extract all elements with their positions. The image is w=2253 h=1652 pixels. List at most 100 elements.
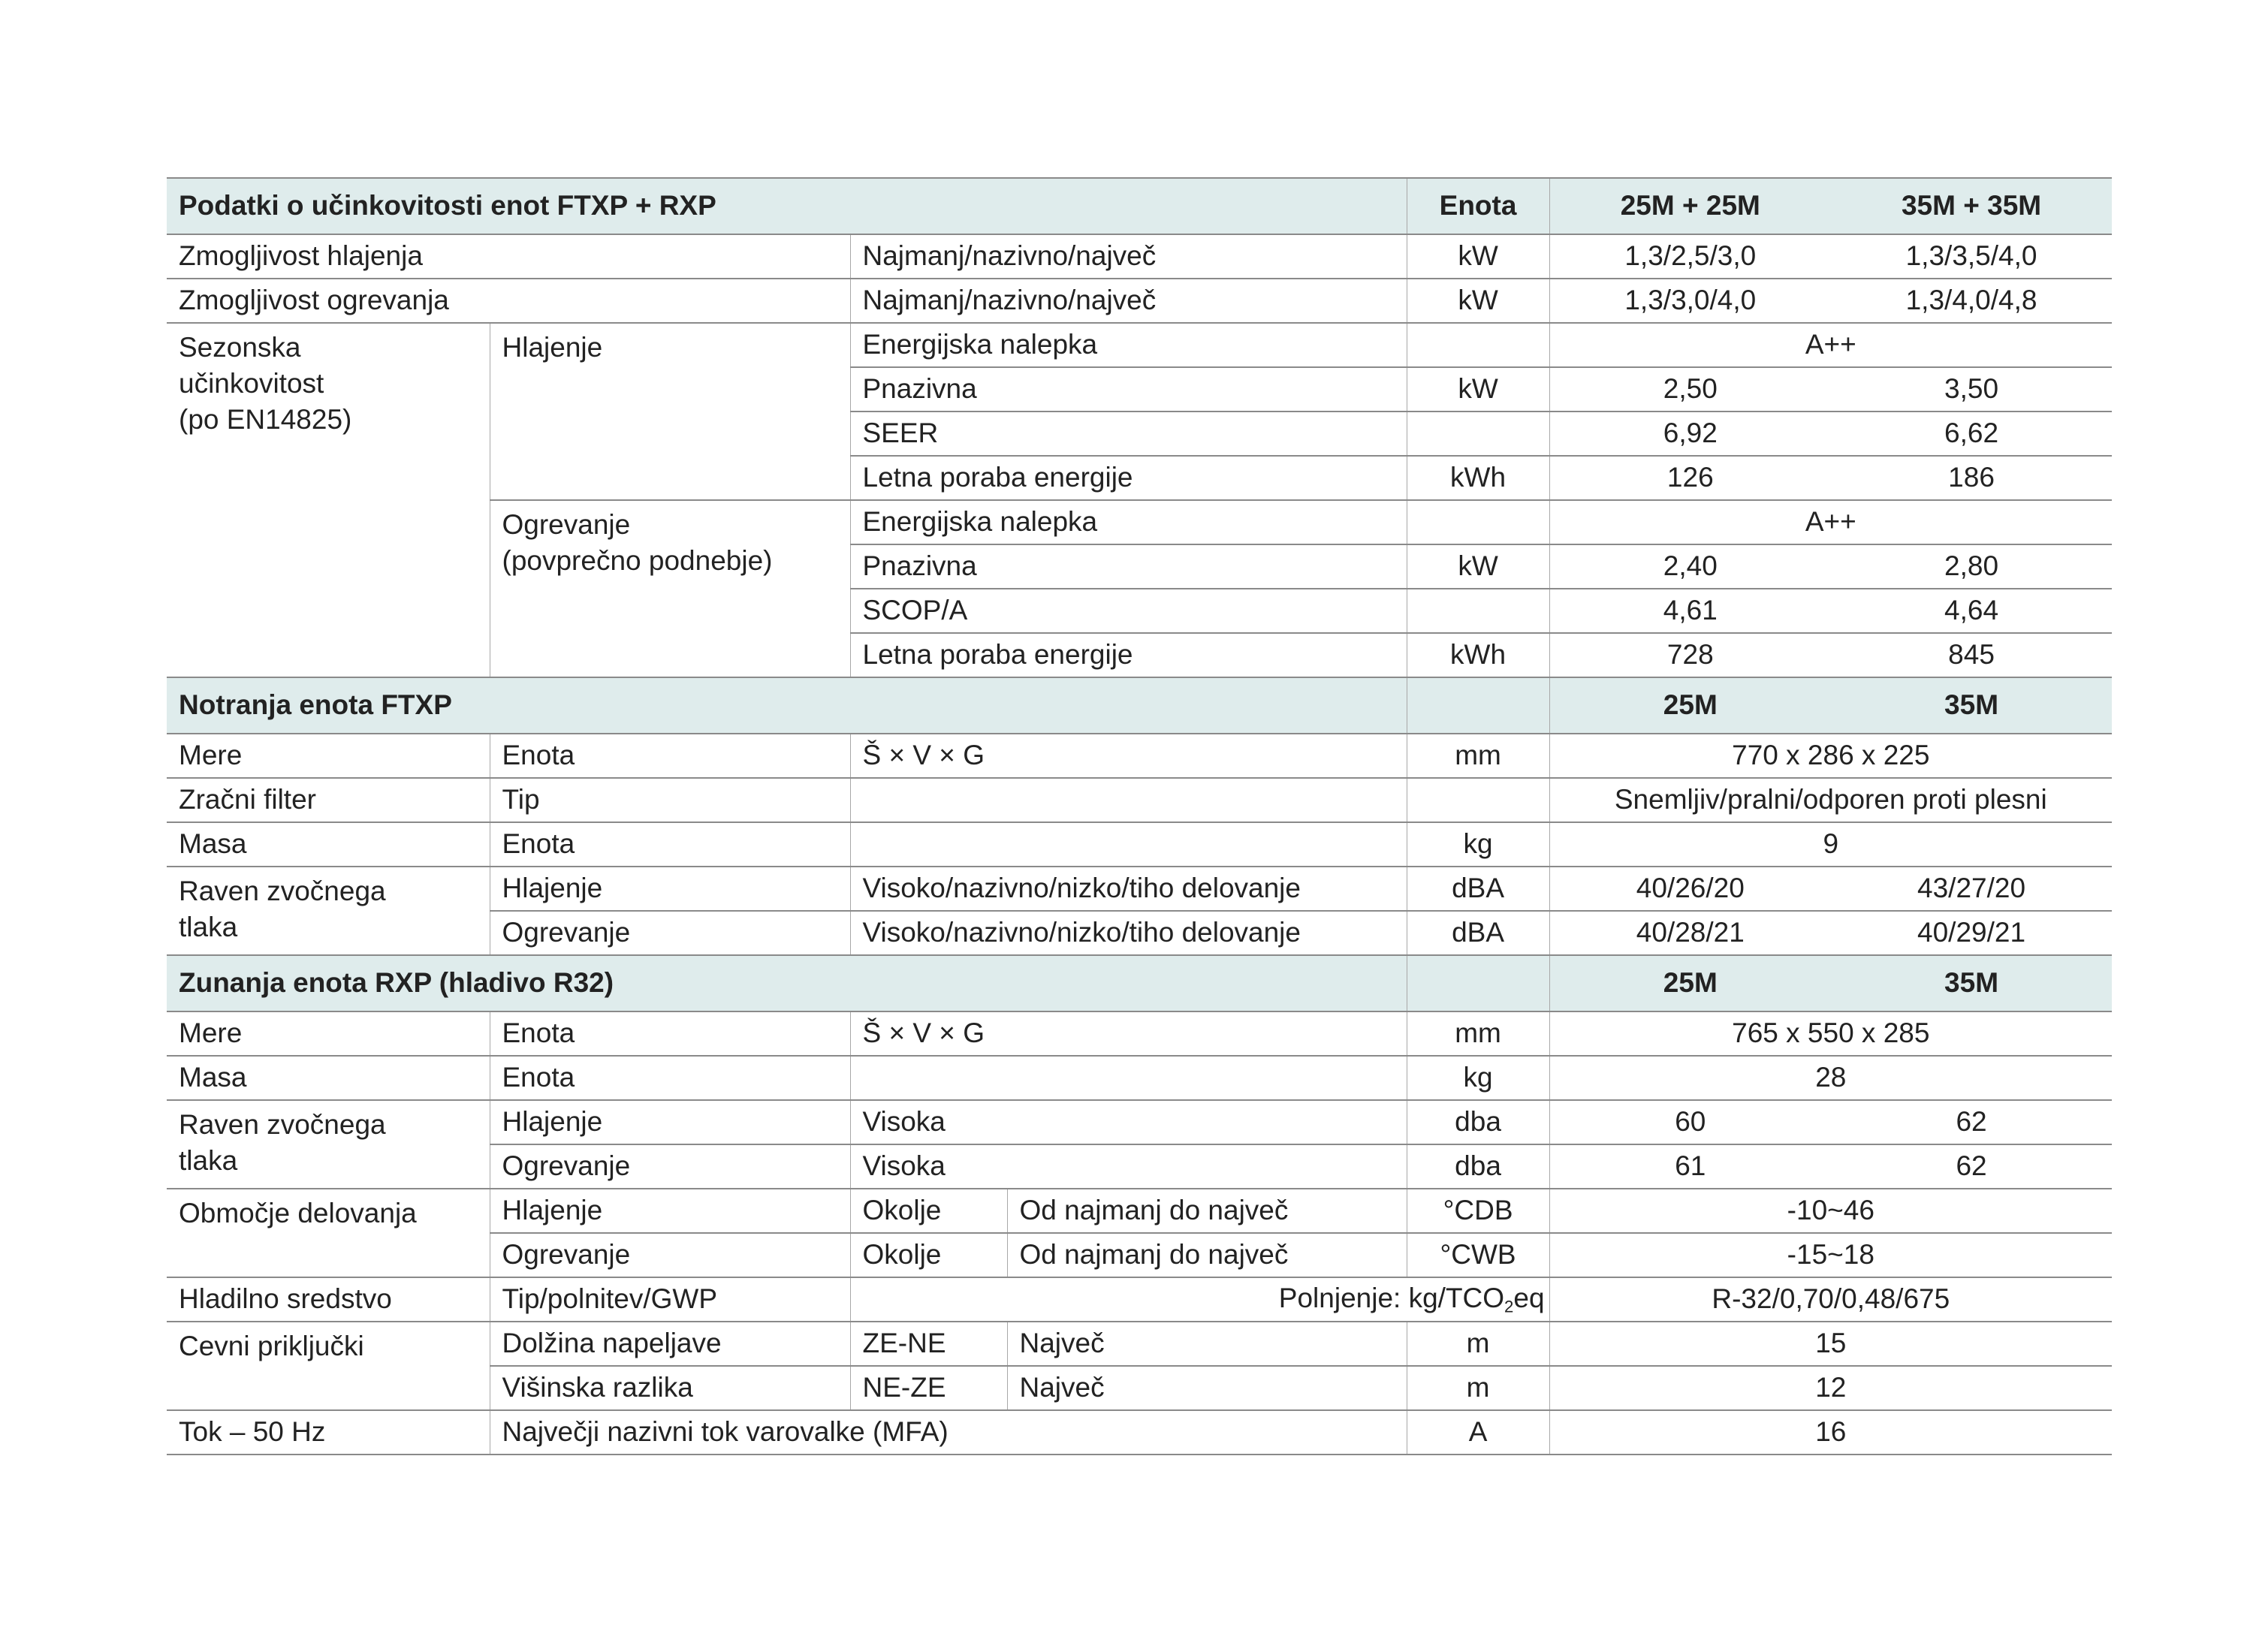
section-title: Zunanja enota RXP (hladivo R32) bbox=[167, 954, 1407, 1012]
row-spec: SEER bbox=[850, 411, 1407, 457]
value-merged: 16 bbox=[1549, 1409, 2113, 1455]
row-spec: Energijska nalepka bbox=[849, 499, 1407, 545]
row-sublabel: Enota bbox=[489, 1011, 851, 1057]
section-title: Notranja enota FTXP bbox=[167, 677, 1407, 734]
charge-subscript: 2 bbox=[1504, 1297, 1514, 1316]
value-merged: 9 bbox=[1549, 821, 2113, 867]
row-spec: NE-ZE bbox=[849, 1365, 1008, 1411]
value-a: 40/26/20 bbox=[1549, 866, 1832, 912]
row-sublabel: Dolžina napeljave bbox=[489, 1321, 851, 1367]
row-spec: Š × V × G bbox=[849, 1011, 1407, 1057]
row-spec-detail: Največ bbox=[1006, 1365, 1407, 1411]
table-row: Pnazivna kW 2,50 3,50 bbox=[167, 366, 2113, 412]
row-label: Zmogljivost hlajenja bbox=[167, 234, 851, 279]
value-b: 845 bbox=[1831, 632, 2113, 678]
row-unit: °CWB bbox=[1406, 1232, 1550, 1278]
value-b: 186 bbox=[1831, 455, 2113, 501]
value-merged: 770 x 286 x 225 bbox=[1549, 733, 2113, 779]
row-label: Sezonska učinkovitost (po EN14825) bbox=[167, 322, 490, 678]
row-spec: Energijska nalepka bbox=[849, 322, 1407, 368]
row-label: Mere bbox=[167, 733, 490, 779]
value-b: 1,3/4,0/4,8 bbox=[1831, 278, 2113, 324]
charge-label: Polnjenje: kg/TCO bbox=[1278, 1283, 1505, 1314]
row-label: Mere bbox=[167, 1011, 490, 1057]
row-unit: kW bbox=[1406, 544, 1550, 589]
value-merged: -10~46 bbox=[1549, 1188, 2113, 1234]
row-sublabel: Ogrevanje bbox=[490, 1144, 851, 1189]
value-merged: Snemljiv/pralni/odporen proti plesni bbox=[1549, 777, 2113, 823]
value-b: 1,3/3,5/4,0 bbox=[1831, 234, 2113, 279]
row-unit bbox=[1406, 411, 1550, 457]
table-row: Mere Enota Š × V × G mm 765 x 550 x 285 bbox=[167, 1011, 2113, 1057]
table-row: Ogrevanje Visoko/nazivno/nizko/tiho delo… bbox=[167, 910, 2113, 956]
value-a: 61 bbox=[1549, 1144, 1832, 1189]
row-spec: Letna poraba energije bbox=[850, 632, 1407, 678]
section-header-indoor: Notranja enota FTXP 25M 35M bbox=[167, 677, 2113, 734]
value-a: 126 bbox=[1549, 455, 1832, 501]
table-row: Zmogljivost hlajenja Najmanj/nazivno/naj… bbox=[167, 234, 2113, 279]
table-row: Raven zvočnega tlaka Hlajenje Visoka dba… bbox=[167, 1099, 2113, 1189]
row-sublabel: Enota bbox=[489, 821, 851, 867]
model-a-header: 25M + 25M bbox=[1549, 177, 1832, 235]
row-spec: ZE-NE bbox=[849, 1321, 1008, 1367]
row-spec: Visoko/nazivno/nizko/tiho delovanje bbox=[849, 910, 1407, 956]
unit-header: Enota bbox=[1406, 177, 1550, 235]
row-spec-detail: Od najmanj do največ bbox=[1006, 1232, 1407, 1278]
row-label: Zračni filter bbox=[167, 777, 490, 823]
row-label: Raven zvočnega tlaka bbox=[167, 1099, 490, 1189]
row-sublabel: Enota bbox=[489, 1055, 851, 1101]
row-spec-detail: Največ bbox=[1006, 1321, 1407, 1367]
table-row: Letna poraba energije kWh 728 845 bbox=[167, 632, 2113, 678]
row-unit: kW bbox=[1406, 234, 1550, 279]
table-row: Višinska razlika NE-ZE Največ m 12 bbox=[167, 1365, 2113, 1411]
row-unit bbox=[1406, 499, 1550, 545]
charge-label-end: eq bbox=[1513, 1283, 1545, 1314]
table-row: Ogrevanje (povprečno podnebje) Energijsk… bbox=[167, 499, 2113, 678]
value-a: 1,3/3,0/4,0 bbox=[1549, 278, 1832, 324]
value-a: 60 bbox=[1549, 1099, 1832, 1145]
row-label: Masa bbox=[167, 821, 490, 867]
spec-table: Podatki o učinkovitosti enot FTXP + RXP … bbox=[167, 177, 2113, 1455]
model-b-header: 35M bbox=[1831, 954, 2113, 1012]
value-b: 4,64 bbox=[1831, 588, 2113, 634]
row-sublabel: Enota bbox=[489, 733, 851, 779]
row-spec bbox=[849, 821, 1407, 867]
row-unit: mm bbox=[1406, 733, 1550, 779]
table-row: Zračni filter Tip Snemljiv/pralni/odpore… bbox=[167, 777, 2113, 823]
table-row: Tok – 50 Hz Največji nazivni tok varoval… bbox=[167, 1409, 2113, 1455]
row-sublabel: Višinska razlika bbox=[490, 1365, 851, 1411]
row-unit: °CDB bbox=[1406, 1188, 1550, 1234]
section-header-performance: Podatki o učinkovitosti enot FTXP + RXP … bbox=[167, 177, 2113, 235]
value-b: 6,62 bbox=[1831, 411, 2113, 457]
table-row: Hladilno sredstvo Tip/polnitev/GWP Polnj… bbox=[167, 1277, 2113, 1322]
value-merged: 12 bbox=[1549, 1365, 2113, 1411]
value-a: 728 bbox=[1549, 632, 1832, 678]
row-spec: SCOP/A bbox=[850, 588, 1407, 634]
value-merged: A++ bbox=[1549, 499, 2113, 545]
row-unit: kW bbox=[1406, 278, 1550, 324]
row-sublabel: Hlajenje bbox=[489, 1099, 851, 1145]
table-row: Mere Enota Š × V × G mm 770 x 286 x 225 bbox=[167, 733, 2113, 779]
row-sublabel: Tip bbox=[489, 777, 851, 823]
row-spec bbox=[849, 777, 1407, 823]
row-unit bbox=[1406, 588, 1550, 634]
row-unit: dba bbox=[1406, 1144, 1550, 1189]
row-spec: Okolje bbox=[849, 1232, 1008, 1278]
row-unit bbox=[1406, 322, 1550, 368]
value-merged: R-32/0,70/0,48/675 bbox=[1549, 1277, 2113, 1322]
row-spec: Pnazivna bbox=[850, 366, 1407, 412]
model-a-header: 25M bbox=[1549, 677, 1832, 734]
unit-header bbox=[1406, 677, 1550, 734]
row-label: Hladilno sredstvo bbox=[167, 1277, 490, 1322]
row-unit: m bbox=[1406, 1321, 1550, 1367]
table-row: Ogrevanje Okolje Od najmanj do največ °C… bbox=[167, 1232, 2113, 1278]
table-row: Letna poraba energije kWh 126 186 bbox=[167, 455, 2113, 501]
row-spec: Letna poraba energije bbox=[850, 455, 1407, 501]
value-merged: A++ bbox=[1549, 322, 2113, 368]
row-spec-detail: Od najmanj do največ bbox=[1006, 1188, 1407, 1234]
row-sublabel: Ogrevanje (povprečno podnebje) bbox=[490, 499, 851, 678]
row-label: Masa bbox=[167, 1055, 490, 1101]
value-b: 43/27/20 bbox=[1831, 866, 2113, 912]
value-b: 40/29/21 bbox=[1831, 910, 2113, 956]
row-sublabel: Ogrevanje bbox=[490, 1232, 851, 1278]
